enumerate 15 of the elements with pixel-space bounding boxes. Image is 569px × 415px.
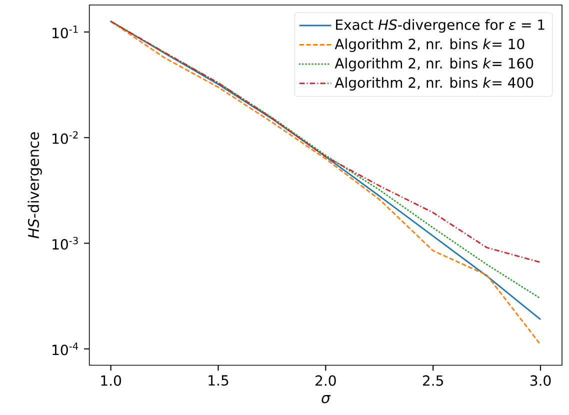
legend-label: Algorithm 2, nr. bins k= 10 (334, 38, 524, 52)
y-tick-label: 10$^{-2}$ (52, 131, 78, 144)
y-axis-title: HS-divergence (28, 132, 42, 238)
x-tick-label: 2.0 (316, 375, 336, 386)
y-tick-label: 10$^{-4}$ (52, 342, 78, 356)
legend-label: Algorithm 2, nr. bins k= 160 (334, 58, 534, 72)
x-tick-label: 1.0 (101, 375, 122, 386)
x-tick-label: 1.5 (208, 375, 228, 386)
y-tick-label: 10$^{-1}$ (52, 26, 78, 38)
legend-label: Exact HS-divergence for ε = 1 (336, 19, 544, 33)
x-tick-label: 2.5 (422, 375, 443, 386)
y-tick-label: 10$^{-3}$ (52, 236, 78, 250)
x-tick-label: 3.0 (530, 375, 551, 386)
x-axis-title: σ (322, 395, 331, 404)
legend-label: Algorithm 2, nr. bins k= 400 (334, 77, 534, 91)
